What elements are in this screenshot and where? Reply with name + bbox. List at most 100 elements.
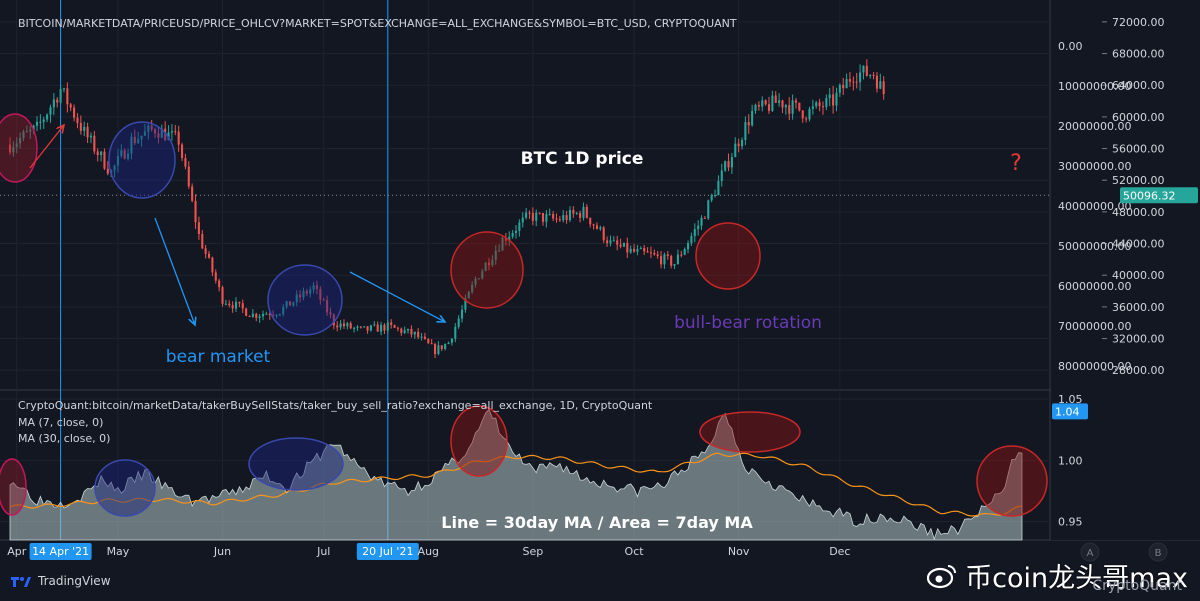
candle xyxy=(127,148,130,161)
candle xyxy=(154,127,157,138)
candle-body xyxy=(774,95,777,103)
candle-body xyxy=(740,139,744,147)
red-circle xyxy=(450,405,508,477)
candle-body xyxy=(558,219,561,221)
red-circle xyxy=(0,113,38,183)
candle xyxy=(643,244,646,256)
candle-body xyxy=(201,233,204,249)
ma-slow-legend[interactable]: MA (30, close, 0) xyxy=(18,432,111,445)
candle xyxy=(720,163,723,187)
candle xyxy=(204,244,207,259)
candle-body xyxy=(8,144,12,153)
candle-body xyxy=(460,309,464,319)
log-scale-button[interactable]: B xyxy=(1148,542,1168,562)
candle xyxy=(514,225,518,239)
candle-body xyxy=(46,114,49,120)
candle-body xyxy=(319,288,322,300)
candle-body xyxy=(403,330,406,333)
candle-body xyxy=(504,237,507,241)
candle xyxy=(339,320,342,330)
candle xyxy=(649,246,652,259)
candle xyxy=(211,256,214,277)
candle-body xyxy=(518,222,521,231)
log-scale-button-bg[interactable] xyxy=(1148,542,1168,562)
candle xyxy=(774,91,777,104)
candle-body xyxy=(869,74,872,76)
candle-body xyxy=(191,186,194,201)
candle-body xyxy=(430,343,433,345)
line-30d-ma xyxy=(9,452,1023,517)
candle xyxy=(224,299,227,306)
candle xyxy=(656,251,659,259)
candle-body xyxy=(727,161,730,168)
candle xyxy=(221,285,224,307)
rotation-label: bull-bear rotation xyxy=(674,313,822,333)
candle-body xyxy=(450,338,453,343)
candle-body xyxy=(349,323,352,329)
candle-body xyxy=(96,151,99,156)
candle xyxy=(622,242,625,248)
candle-body xyxy=(653,252,656,255)
candle xyxy=(427,338,430,344)
candle xyxy=(437,341,440,356)
candle xyxy=(784,103,787,115)
candle xyxy=(646,247,649,253)
candle-body xyxy=(123,150,126,159)
candle xyxy=(133,129,136,145)
candle-body xyxy=(407,328,410,331)
candle-body xyxy=(336,325,339,328)
candle-body xyxy=(83,126,86,131)
candle-body xyxy=(390,322,393,326)
candle-body xyxy=(751,110,754,126)
candle xyxy=(376,321,379,332)
secondary-tick-label: 50000000.00 xyxy=(1058,240,1131,253)
ma-fast-legend[interactable]: MA (7, close, 0) xyxy=(18,416,104,429)
candle-body xyxy=(693,229,696,237)
candle-body xyxy=(12,147,15,153)
candle xyxy=(413,331,416,339)
candle xyxy=(781,99,784,114)
candle-body xyxy=(228,303,231,306)
candle-body xyxy=(761,100,764,107)
candle-body xyxy=(299,294,302,298)
candle xyxy=(207,250,211,259)
tradingview-brand[interactable]: TradingView xyxy=(10,574,111,588)
candle xyxy=(342,319,346,329)
candle xyxy=(828,87,831,107)
candle-body xyxy=(180,144,184,159)
candle xyxy=(626,237,629,258)
blue-arrow xyxy=(154,217,195,325)
candle xyxy=(538,212,541,215)
red-circle xyxy=(450,231,524,309)
blue-arrow xyxy=(349,271,445,322)
weibo-icon xyxy=(927,564,957,588)
auto-scale-button[interactable]: A xyxy=(1080,542,1100,562)
candle xyxy=(103,148,106,170)
candle-body xyxy=(346,323,349,327)
candle-body xyxy=(73,107,76,118)
candle-body xyxy=(754,104,757,111)
candle xyxy=(194,194,197,229)
candle xyxy=(602,226,605,244)
question-mark: ? xyxy=(1010,151,1022,176)
candle-body xyxy=(801,110,804,119)
candle xyxy=(285,300,288,310)
auto-scale-button-bg[interactable] xyxy=(1080,542,1100,562)
candle-body xyxy=(359,326,362,328)
candle-body xyxy=(865,65,868,76)
candle-body xyxy=(825,97,828,108)
red-circle xyxy=(0,458,27,516)
candle xyxy=(724,160,727,172)
time-tick-label: Nov xyxy=(728,545,750,558)
candle xyxy=(369,324,372,332)
blue-circle xyxy=(108,121,176,199)
annotation-circles xyxy=(0,113,1048,517)
candle-body xyxy=(282,307,285,315)
candle-body xyxy=(211,257,214,273)
candle xyxy=(633,244,636,253)
candle-body xyxy=(261,314,265,317)
candle xyxy=(788,97,791,120)
candle-body xyxy=(194,200,197,223)
candle-body xyxy=(616,240,619,245)
